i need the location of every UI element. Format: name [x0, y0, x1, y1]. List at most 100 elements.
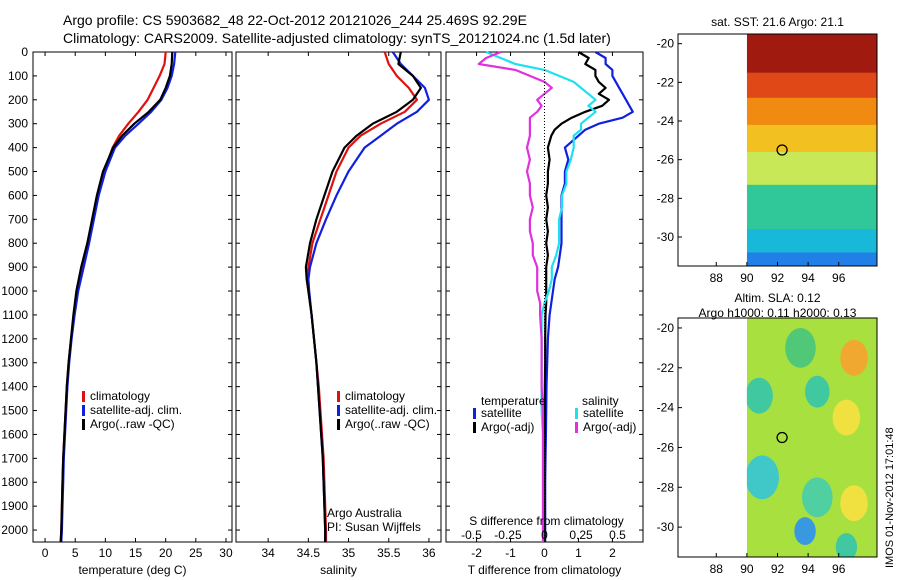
- sst_map-ytick-label: -24: [657, 114, 675, 128]
- difference-xtick-label: -1: [505, 546, 516, 560]
- imos-credit: IMOS 01-Nov-2012 17:01:48: [884, 427, 896, 568]
- difference-legend-temp-title: temperature: [481, 394, 546, 408]
- sst_map-xtick-label: 88: [710, 271, 724, 285]
- sst_map-band: [746, 97, 877, 126]
- salinity-legend-label: Argo(..raw -QC): [345, 417, 430, 431]
- sst_map-band: [746, 184, 877, 230]
- sst_map-band: [746, 72, 877, 99]
- temperature-xlabel: temperature (deg C): [78, 563, 186, 577]
- temperature-xtick-label: 5: [72, 546, 79, 560]
- sst_map-band: [746, 151, 877, 186]
- salinity-xtick-label: 36: [422, 546, 436, 560]
- depth-tick-label: 1000: [1, 284, 28, 298]
- salinity-xtick-label: 34.5: [297, 546, 321, 560]
- sst_map-xtick-label: 94: [801, 271, 815, 285]
- temperature-xtick-label: 25: [189, 546, 203, 560]
- temperature-xtick-label: 0: [42, 546, 49, 560]
- sla_map-ytick-label: -22: [657, 361, 675, 375]
- sla_map-ytick-label: -30: [657, 520, 675, 534]
- difference-legend-label: Argo(-adj): [583, 420, 636, 434]
- difference-xtick-label: 1: [575, 546, 582, 560]
- temperature-xtick-label: 20: [159, 546, 173, 560]
- sst_map-title: sat. SST: 21.6 Argo: 21.1: [711, 15, 844, 29]
- temperature-legend-label: satellite-adj. clim.: [90, 403, 182, 417]
- sla_map-ytick-label: -20: [657, 321, 675, 335]
- depth-tick-label: 1600: [1, 427, 28, 441]
- salinity-series-argo-raw-qc-: [304, 51, 422, 542]
- depth-tick-label: 1400: [1, 380, 28, 394]
- depth-tick-label: 1900: [1, 499, 28, 513]
- depth-tick-label: 1100: [2, 308, 28, 322]
- sst_map-ytick-label: -20: [657, 37, 675, 51]
- temperature-series-argo-raw-qc-: [59, 51, 174, 543]
- sla_map-blob: [832, 399, 861, 436]
- depth-tick-label: 800: [8, 236, 28, 250]
- salinity-annotation-1: Argo Australia: [327, 506, 402, 520]
- temperature-legend-swatch: [82, 419, 85, 430]
- sla_map-ytick-label: -24: [657, 401, 675, 415]
- sla_map-blob: [801, 477, 833, 518]
- temperature-xtick-label: 10: [99, 546, 113, 560]
- salinity-xlabel: salinity: [320, 563, 357, 577]
- sla_map-xtick-label: 90: [740, 562, 754, 576]
- temperature-frame: [32, 51, 233, 543]
- difference-s-tick-label: 0: [541, 528, 548, 542]
- depth-tick-label: 200: [8, 93, 28, 107]
- sla_map-ytick-label: -26: [657, 440, 675, 454]
- salinity-xtick-label: 34: [261, 546, 275, 560]
- depth-tick-label: 1800: [1, 475, 28, 489]
- temperature-xtick-label: 30: [219, 546, 233, 560]
- difference-s-tick-label: 0.5: [609, 528, 626, 542]
- title-line-1: Argo profile: CS 5903682_48 22-Oct-2012 …: [63, 12, 527, 28]
- sst_map-xtick-label: 90: [740, 271, 754, 285]
- difference-legend-swatch: [473, 408, 476, 419]
- sst_map-ytick-label: -28: [657, 191, 675, 205]
- difference-s-label: S difference from climatology: [469, 514, 624, 528]
- sst_map-band: [746, 34, 877, 74]
- sst_map-ytick-label: -30: [657, 230, 675, 244]
- sst_map-band: [746, 124, 877, 153]
- sla_map-blob: [835, 533, 858, 557]
- difference-legend-sal-title: salinity: [582, 394, 619, 408]
- salinity-legend-swatch: [337, 405, 340, 416]
- temperature-legend-swatch: [82, 405, 85, 416]
- sla_map-ytick-label: -28: [657, 480, 675, 494]
- depth-tick-label: 2000: [1, 523, 28, 537]
- depth-tick-label: 600: [8, 188, 28, 202]
- sst_map-xtick-label: 92: [771, 271, 785, 285]
- temperature-xtick-label: 15: [129, 546, 143, 560]
- sst_map-field: [746, 34, 877, 266]
- salinity-legend-swatch: [337, 391, 340, 402]
- sla_map-title: Argo h1000: 0.11 h2000: 0.13: [699, 306, 857, 320]
- temperature-legend-label: climatology: [90, 389, 150, 403]
- sst_map-band: [746, 252, 877, 266]
- difference-legend-label: satellite: [583, 406, 624, 420]
- salinity-frame: [235, 51, 442, 543]
- sla_map-blob: [840, 485, 868, 522]
- difference-series-salinity-argo-adj-: [477, 50, 553, 542]
- sla_map-title: Altim. SLA: 0.12: [734, 291, 820, 305]
- sla_map-xtick-label: 94: [801, 562, 815, 576]
- difference-legend-swatch: [575, 408, 578, 419]
- sst_map-xtick-label: 96: [832, 271, 846, 285]
- depth-tick-label: 1300: [1, 356, 28, 370]
- difference-s-tick-label: -0.5: [461, 528, 482, 542]
- depth-tick-label: 400: [8, 141, 28, 155]
- salinity-xtick-label: 35: [342, 546, 356, 560]
- salinity-annotation-2: PI: Susan Wijffels: [327, 520, 421, 534]
- depth-tick-label: 1200: [1, 332, 28, 346]
- sla_map-blob: [840, 339, 868, 376]
- salinity-legend-swatch: [337, 419, 340, 430]
- sla_map-xtick-label: 92: [771, 562, 785, 576]
- sla_map-xtick-label: 88: [710, 562, 724, 576]
- difference-s-tick-label: -0.25: [494, 528, 522, 542]
- temperature-legend-swatch: [82, 391, 85, 402]
- sst_map-band: [746, 229, 877, 253]
- difference-xtick-label: 2: [609, 546, 616, 560]
- sla_map-blob: [746, 455, 780, 500]
- sla_map-blob: [746, 377, 773, 414]
- difference-xlabel: T difference from climatology: [468, 563, 622, 577]
- salinity-legend-label: climatology: [345, 389, 405, 403]
- difference-series-temperature-argo-adj-: [543, 51, 611, 542]
